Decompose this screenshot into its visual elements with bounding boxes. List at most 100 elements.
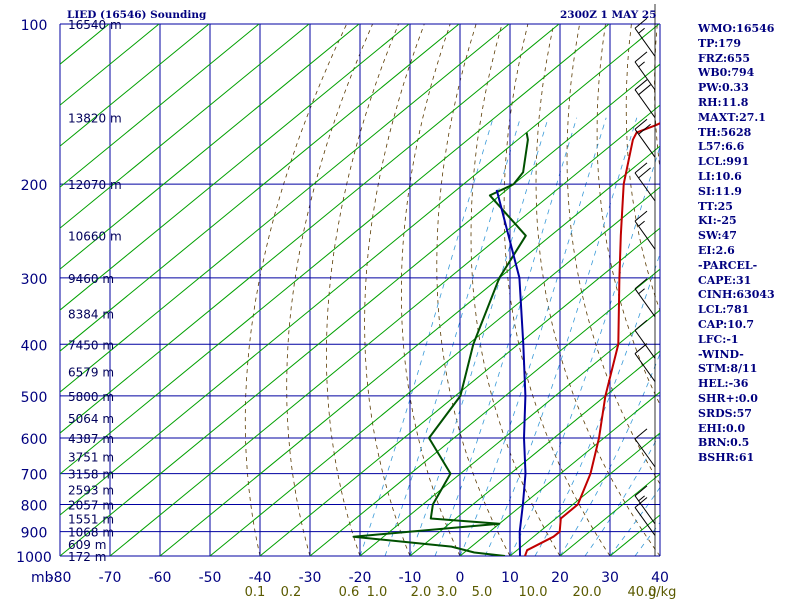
index-item: CAP:10.7 bbox=[698, 317, 755, 331]
moist-adiabat bbox=[359, 117, 494, 556]
skewed-isotherm bbox=[60, 24, 460, 352]
wind-barb-flag bbox=[634, 162, 648, 174]
height-label: 1068 m bbox=[68, 526, 114, 540]
temperature-tick-label: -50 bbox=[199, 570, 222, 586]
temperature-tick-label: -80 bbox=[49, 570, 72, 586]
wind-barb-layer bbox=[634, 4, 656, 556]
skewed-isotherm bbox=[60, 24, 610, 475]
pressure-tick-label: 500 bbox=[21, 390, 48, 406]
temperature-line bbox=[524, 122, 660, 556]
dry-adiabat bbox=[470, 24, 561, 556]
skewed-isotherm bbox=[60, 24, 210, 147]
parcel-line bbox=[495, 189, 527, 556]
skewed-isotherm bbox=[60, 24, 360, 270]
wind-barb-flag bbox=[634, 118, 648, 130]
mixing-ratio-unit: g/kg bbox=[648, 585, 676, 600]
mixing-ratio-label: 20.0 bbox=[573, 585, 602, 600]
temperature-tick-label: -70 bbox=[99, 570, 122, 586]
pressure-tick-label: 900 bbox=[21, 526, 48, 542]
dewpoint-line bbox=[352, 132, 529, 556]
skewed-isotherm bbox=[409, 350, 660, 556]
wind-barb-shaft bbox=[634, 438, 656, 468]
index-item: WMO:16546 bbox=[698, 22, 775, 35]
wind-barb-flag bbox=[634, 17, 648, 29]
index-item: MAXT:27.1 bbox=[698, 110, 766, 124]
wind-barb bbox=[634, 210, 656, 250]
index-item: FRZ:655 bbox=[698, 51, 751, 65]
skewed-isotherm bbox=[60, 24, 560, 434]
height-label: 609 m bbox=[68, 538, 106, 552]
index-item: BSHR:61 bbox=[698, 451, 755, 465]
skewed-isotherm bbox=[60, 24, 660, 516]
temperature-tick-label: 0 bbox=[456, 570, 465, 586]
skewed-isotherm bbox=[309, 268, 660, 556]
height-label: 1551 m bbox=[68, 512, 114, 526]
wind-barb bbox=[634, 428, 656, 468]
mixing-ratio-label: 0.6 bbox=[339, 585, 360, 600]
index-item: TP:179 bbox=[698, 36, 742, 50]
index-item: CAPE:31 bbox=[698, 273, 752, 287]
skewed-isotherm bbox=[359, 309, 660, 556]
wind-barb-half-flag bbox=[638, 288, 645, 295]
moist-adiabat bbox=[584, 432, 660, 556]
mixing-ratio-label: 5.0 bbox=[472, 585, 493, 600]
skewed-isotherm bbox=[259, 227, 660, 556]
index-item: SHR+:0.0 bbox=[698, 391, 758, 405]
adiabat-layer bbox=[244, 24, 660, 556]
skewed-isotherm bbox=[60, 24, 510, 393]
height-label: 2593 m bbox=[68, 484, 114, 498]
chart-title: LIED (16546) Sounding bbox=[67, 9, 207, 21]
dry-adiabat bbox=[535, 24, 660, 556]
height-label: 10660 m bbox=[68, 230, 122, 244]
skewed-isotherm bbox=[459, 391, 660, 556]
wind-barb-half-flag bbox=[638, 61, 645, 68]
moist-adiabat bbox=[384, 117, 521, 556]
skewed-isotherm bbox=[60, 24, 410, 311]
wind-barb-shaft bbox=[634, 353, 656, 382]
wind-barb bbox=[634, 162, 656, 202]
skewed-isotherm bbox=[509, 432, 660, 556]
height-label: 16540 m bbox=[68, 18, 122, 32]
temperature-tick-label: -20 bbox=[349, 570, 372, 586]
height-label: 7450 m bbox=[68, 338, 114, 352]
pressure-tick-label: 200 bbox=[21, 178, 48, 194]
pressure-tick-label: 1000 bbox=[16, 550, 52, 566]
wind-barb bbox=[634, 51, 656, 91]
skewed-isotherm bbox=[60, 63, 660, 556]
dry-adiabat bbox=[401, 24, 461, 556]
skewed-isotherm bbox=[60, 24, 260, 188]
wind-barb bbox=[634, 497, 656, 536]
height-label: 5800 m bbox=[68, 390, 114, 404]
wind-barb bbox=[634, 278, 656, 318]
mixing-ratio-label: 3.0 bbox=[437, 585, 458, 600]
index-item: SI:11.9 bbox=[698, 184, 742, 198]
valid-time: 2300Z 1 MAY 25 bbox=[560, 9, 657, 21]
mixing-ratio-label: 1.0 bbox=[367, 585, 388, 600]
wind-barb-flag bbox=[634, 497, 648, 508]
temperature-tick-label: -60 bbox=[149, 570, 172, 586]
index-item: KI:-25 bbox=[698, 214, 737, 228]
height-label: 6579 m bbox=[68, 366, 114, 380]
pressure-tick-label: 400 bbox=[21, 338, 48, 354]
dry-adiabat bbox=[436, 24, 511, 556]
wind-barb-flag bbox=[634, 343, 648, 354]
pressure-tick-label: 100 bbox=[21, 18, 48, 34]
wind-barb-half-flag bbox=[638, 220, 645, 227]
height-label: 172 m bbox=[68, 550, 106, 564]
height-label: 2057 m bbox=[68, 498, 114, 512]
index-item: RH:11.8 bbox=[698, 95, 749, 109]
moist-adiabat bbox=[484, 117, 638, 556]
wind-barb-half-flag bbox=[638, 495, 645, 502]
wind-barb-flag bbox=[634, 485, 648, 497]
index-item: STM:8/11 bbox=[698, 362, 758, 376]
wind-barb-shaft bbox=[634, 507, 656, 536]
temperature-tick-label: -30 bbox=[299, 570, 322, 586]
index-item: LCL:991 bbox=[698, 155, 750, 169]
height-label: 13820 m bbox=[68, 112, 122, 126]
skewed-isotherm bbox=[159, 145, 660, 556]
index-item: CINH:63043 bbox=[698, 288, 775, 302]
pressure-tick-label: 300 bbox=[21, 272, 48, 288]
moist-adiabat bbox=[559, 352, 660, 556]
temperature-tick-label: -40 bbox=[249, 570, 272, 586]
